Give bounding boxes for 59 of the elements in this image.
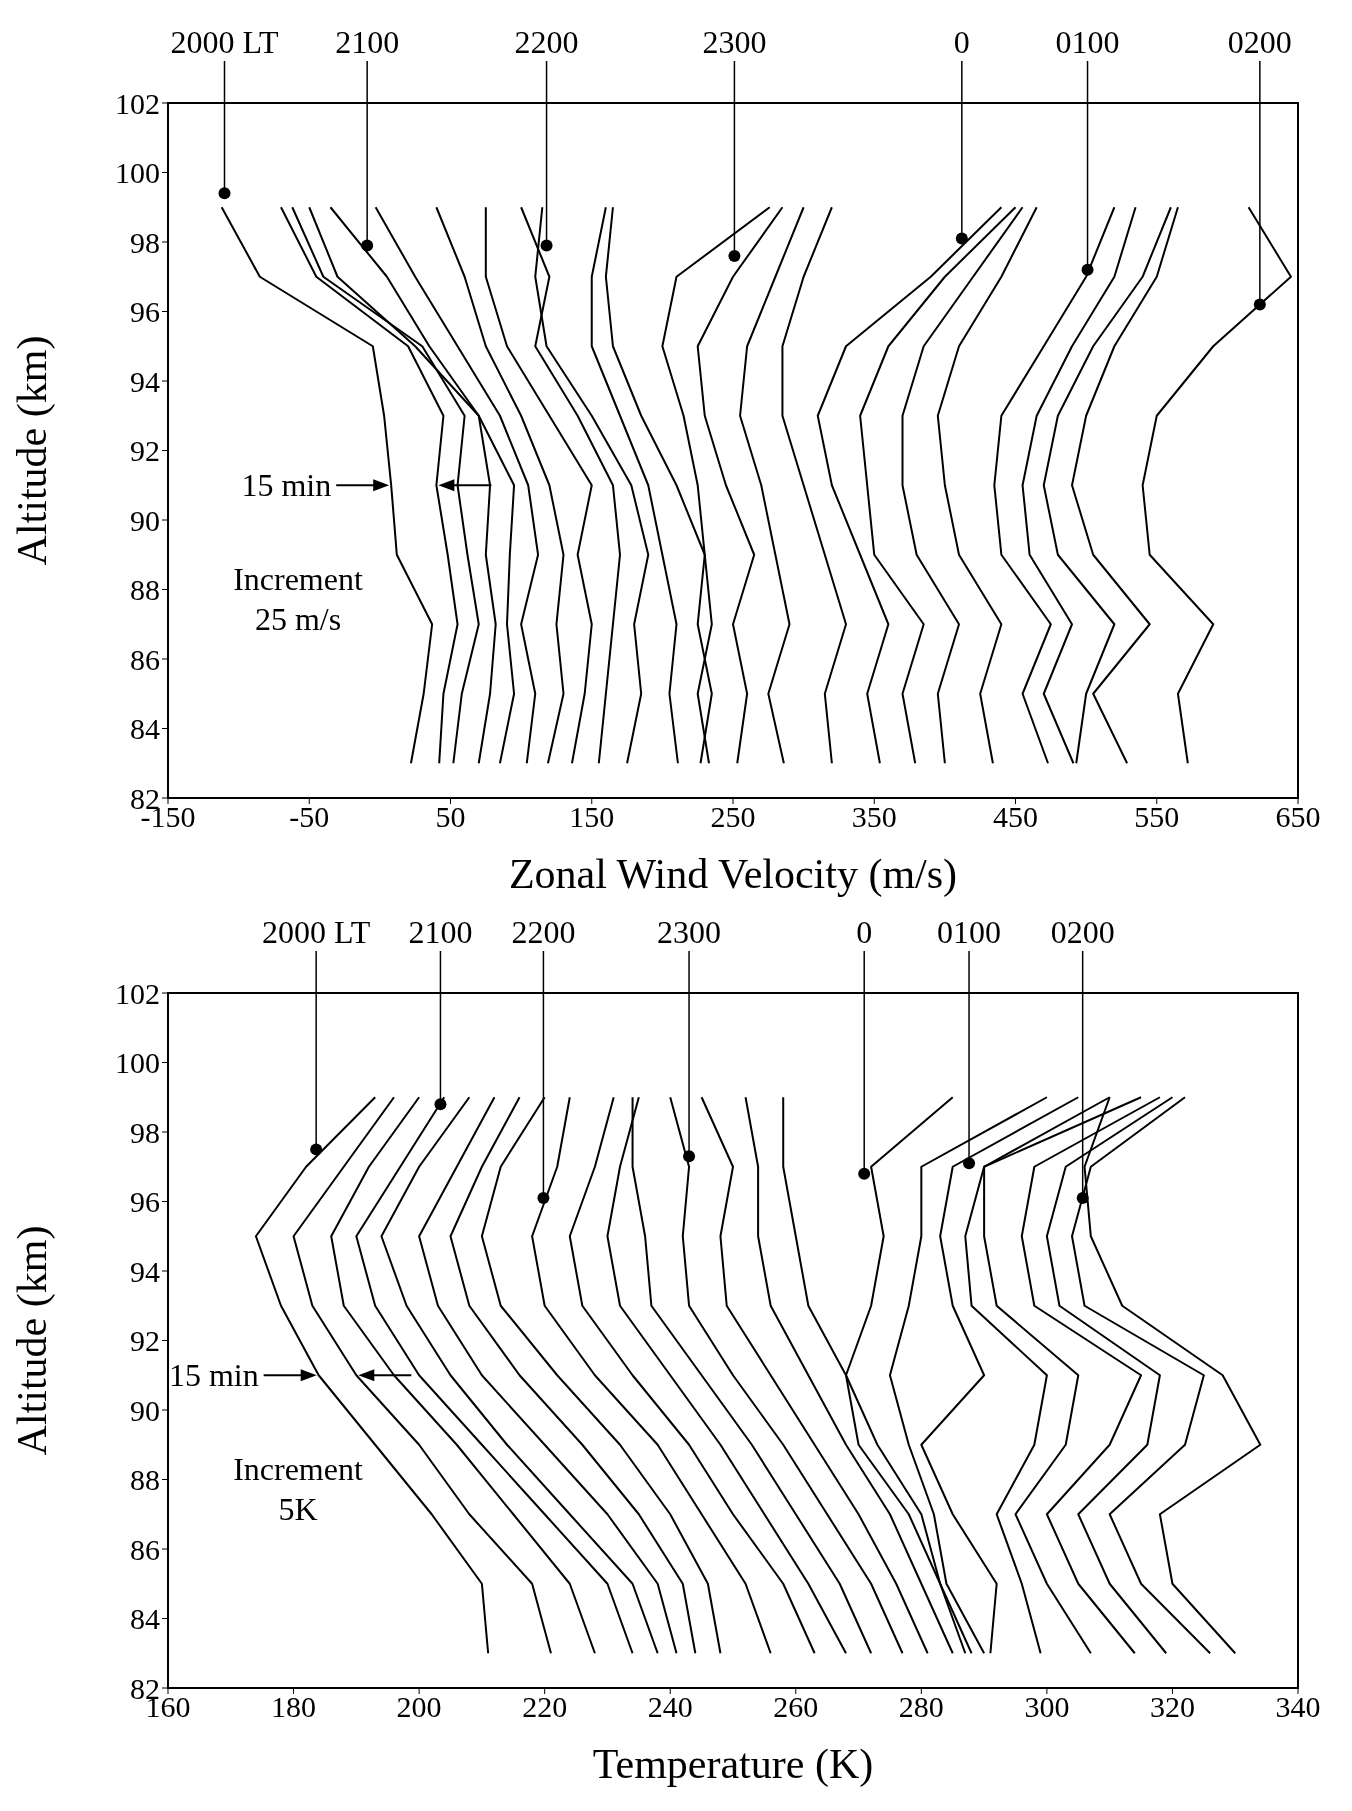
y-tick-label: 102 bbox=[115, 976, 160, 1010]
x-tick-label: 150 bbox=[569, 800, 615, 834]
x-tick-label: 450 bbox=[993, 800, 1038, 834]
annotation: 2300 bbox=[657, 914, 722, 950]
x-tick-label: 200 bbox=[396, 1690, 442, 1724]
annotation: 2200 bbox=[511, 914, 576, 950]
y-tick-label: 90 bbox=[130, 1393, 160, 1427]
y-tick-label: 88 bbox=[130, 573, 160, 607]
y-tick-label: 94 bbox=[130, 1254, 160, 1288]
annotation: 0 bbox=[856, 914, 873, 950]
x-axis-title: Temperature (K) bbox=[592, 1741, 874, 1788]
y-tick-label: 98 bbox=[130, 225, 160, 259]
y-tick-label: 86 bbox=[130, 1532, 160, 1566]
annotation: Increment 5K bbox=[233, 1450, 363, 1527]
annotation: Increment 25 m/s bbox=[233, 560, 363, 637]
y-tick-label: 100 bbox=[115, 156, 160, 190]
y-axis-title: Altitude (km) bbox=[9, 1225, 56, 1456]
y-tick-label: 94 bbox=[130, 364, 160, 398]
y-tick-label: 98 bbox=[130, 1115, 160, 1149]
annotation: 0100 bbox=[1055, 24, 1120, 60]
annotation: 15 min bbox=[241, 467, 332, 504]
annotation: 15 min bbox=[168, 1357, 259, 1394]
y-tick-label: 102 bbox=[115, 86, 160, 120]
annotation: 2000 LT bbox=[262, 914, 371, 950]
x-tick-label: 50 bbox=[435, 800, 466, 834]
y-tick-label: 100 bbox=[115, 1046, 160, 1080]
annotation: 0200 bbox=[1227, 24, 1292, 60]
x-axis-title: Zonal Wind Velocity (m/s) bbox=[508, 851, 958, 898]
y-tick-label: 92 bbox=[130, 1324, 160, 1358]
annotation: 2300 bbox=[702, 24, 767, 60]
annotation: 2200 bbox=[514, 24, 579, 60]
x-tick-label: 320 bbox=[1149, 1690, 1195, 1724]
y-tick-label: 96 bbox=[130, 295, 160, 329]
x-tick-label: 280 bbox=[898, 1690, 944, 1724]
x-tick-label: 250 bbox=[710, 800, 756, 834]
x-tick-label: 650 bbox=[1275, 800, 1321, 834]
y-tick-label: 84 bbox=[130, 1602, 160, 1636]
annotation: 0200 bbox=[1050, 914, 1115, 950]
x-tick-label: 350 bbox=[851, 800, 897, 834]
x-tick-label: 240 bbox=[647, 1690, 693, 1724]
x-tick-label: 550 bbox=[1134, 800, 1180, 834]
y-tick-label: 88 bbox=[130, 1463, 160, 1497]
y-tick-label: 84 bbox=[130, 712, 160, 746]
annotation: 2100 bbox=[408, 914, 473, 950]
y-tick-label: 92 bbox=[130, 434, 160, 468]
x-tick-label: 300 bbox=[1024, 1690, 1070, 1724]
annotation: 2000 LT bbox=[170, 24, 280, 60]
annotation: 0100 bbox=[937, 914, 1002, 950]
y-axis-title: Altitude (km) bbox=[9, 335, 56, 566]
x-tick-label: 260 bbox=[773, 1690, 819, 1724]
y-tick-label: 90 bbox=[130, 503, 160, 537]
x-tick-label: -50 bbox=[289, 800, 330, 834]
annotation: 0 bbox=[953, 24, 970, 60]
y-tick-label: 86 bbox=[130, 642, 160, 676]
x-tick-label: 220 bbox=[522, 1690, 568, 1724]
x-tick-label: 340 bbox=[1275, 1690, 1321, 1724]
y-tick-label: 96 bbox=[130, 1185, 160, 1219]
annotation: 2100 bbox=[335, 24, 400, 60]
x-tick-label: 180 bbox=[271, 1690, 317, 1724]
